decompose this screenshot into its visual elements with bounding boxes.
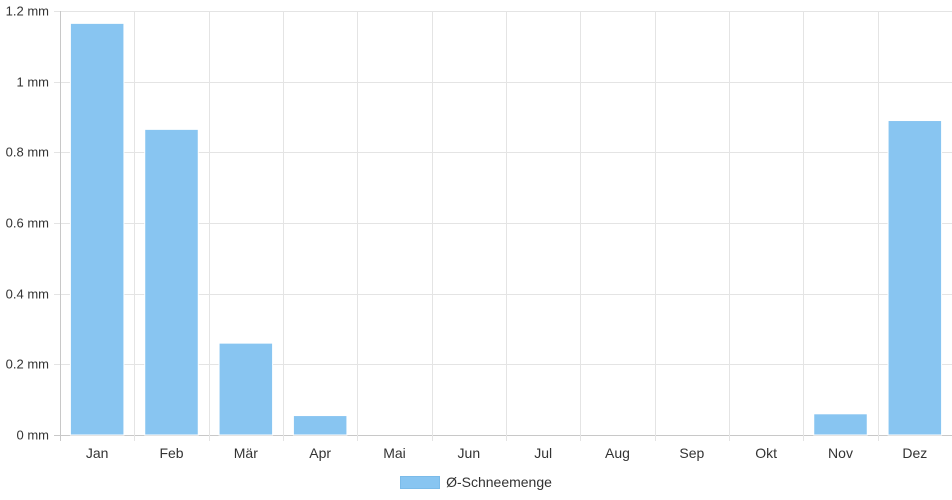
x-tick-label: Jul	[534, 445, 552, 461]
y-tick-label: 0.8 mm	[6, 145, 49, 160]
x-tick-label: Mär	[234, 445, 258, 461]
legend-label: Ø-Schneemenge	[446, 474, 552, 490]
x-tick-label: Sep	[679, 445, 704, 461]
y-tick-label: 1.2 mm	[6, 4, 49, 19]
y-tick-label: 0.2 mm	[6, 357, 49, 372]
y-tick-label: 0 mm	[17, 428, 50, 443]
x-tick-label: Mai	[383, 445, 406, 461]
x-tick-label: Apr	[309, 445, 331, 461]
x-tick-label: Dez	[902, 445, 927, 461]
y-tick-label: 0.4 mm	[6, 287, 49, 302]
x-tick-label: Jun	[458, 445, 481, 461]
bar	[813, 413, 868, 436]
bar	[887, 120, 943, 436]
y-tick-label: 0.6 mm	[6, 216, 49, 231]
bar	[292, 415, 348, 436]
x-tick-label: Feb	[159, 445, 183, 461]
x-tick-label: Jan	[86, 445, 109, 461]
x-tick-label: Aug	[605, 445, 630, 461]
y-tick-label: 1 mm	[17, 75, 50, 90]
legend-swatch	[400, 475, 441, 489]
bar	[144, 128, 199, 436]
bar	[218, 342, 274, 436]
chart-legend[interactable]: Ø-Schneemenge	[0, 472, 952, 492]
bar	[69, 22, 125, 436]
x-tick-label: Okt	[755, 445, 777, 461]
x-tick-label: Nov	[828, 445, 853, 461]
